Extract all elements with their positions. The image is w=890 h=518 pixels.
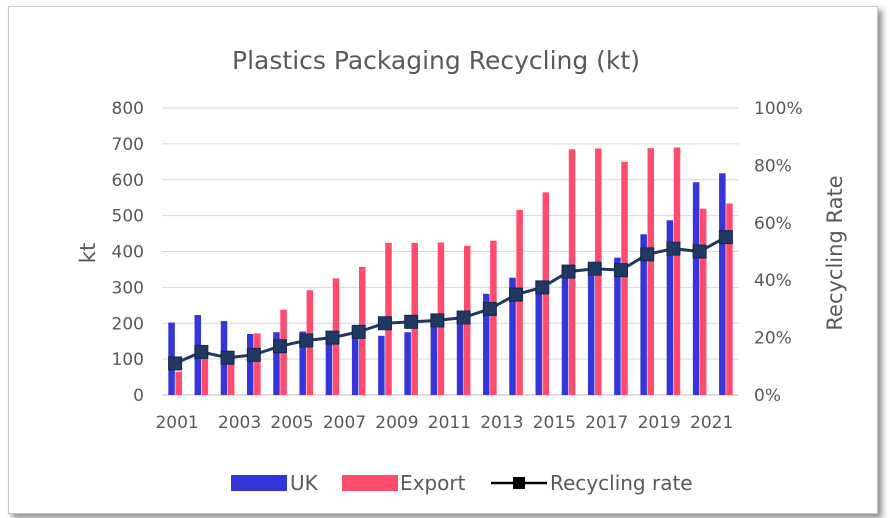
x-tick-label: 2013 [480, 413, 523, 433]
export-bar [227, 351, 235, 395]
recycling-rate-marker [168, 356, 183, 371]
recycling-rate-marker [613, 263, 628, 278]
uk-bar [246, 334, 254, 395]
y2-tick-label: 0% [754, 386, 781, 406]
uk-bar [587, 268, 595, 395]
uk-bar [614, 257, 621, 395]
recycling-rate-marker [194, 344, 209, 359]
export-bar [726, 203, 733, 395]
y-tick-label: 100 [112, 350, 144, 370]
uk-bar [404, 332, 411, 395]
recycling-rate-marker [535, 280, 550, 295]
export-bar [175, 371, 182, 395]
recycling-rate-marker [404, 314, 419, 329]
recycling-rate-marker [666, 241, 681, 256]
recycling-rate-line [168, 230, 733, 371]
uk-bar [456, 320, 464, 395]
export-bar [673, 147, 681, 395]
y2-axis-label: Recycling Rate [823, 175, 847, 330]
uk-bar [483, 293, 490, 395]
uk-bar [719, 173, 726, 395]
uk-bar [325, 333, 333, 395]
x-tick-label: 2005 [270, 413, 313, 433]
y-tick-label: 200 [112, 314, 144, 334]
recycling-rate-marker [482, 301, 497, 316]
recycling-rate-marker [561, 264, 576, 279]
uk-bar [430, 321, 438, 395]
x-tick-label: 2017 [585, 413, 628, 433]
recycling-rate-marker [220, 350, 235, 365]
legend-swatch-uk [231, 475, 287, 491]
uk-bar [351, 326, 359, 395]
y2-tick-label: 100% [754, 99, 803, 119]
legend-swatch-marker [513, 477, 525, 489]
legend-label-recycling-rate: Recycling rate [550, 471, 693, 495]
export-bar [516, 209, 523, 395]
x-axis-ticks: 2001 2003 2005 2007 2009 2011 2013 2015 2017 2019… [155, 413, 733, 433]
recycling-rate-marker [718, 230, 733, 245]
uk-bar [640, 234, 647, 395]
y-axis-ticks: 0 100 200 300 400 500 600 700 800 [112, 99, 144, 406]
export-bar [621, 161, 628, 395]
uk-bar [273, 332, 280, 395]
y2-tick-label: 60% [754, 214, 792, 234]
legend-label-export: Export [400, 471, 466, 495]
y-tick-label: 700 [112, 135, 144, 155]
recycling-rate-marker [640, 247, 655, 262]
x-tick-label: 2003 [218, 413, 261, 433]
x-tick-label: 2001 [155, 413, 198, 433]
export-bar [647, 148, 655, 395]
y-tick-label: 0 [133, 386, 144, 406]
x-tick-label: 2009 [375, 413, 418, 433]
uk-bar [299, 331, 306, 395]
y-tick-label: 800 [112, 99, 144, 119]
chart: Plastics Packaging Recycling (kt) 0 100 20… [76, 46, 847, 495]
y2-axis-ticks: 0% 20% 40% 60% 80% 100% [754, 99, 803, 406]
recycling-rate-marker [456, 310, 471, 325]
recycling-rate-marker [587, 261, 602, 276]
export-bar [699, 208, 707, 395]
export-bar [254, 333, 261, 395]
uk-bar [378, 335, 385, 395]
recycling-rate-marker [692, 244, 707, 259]
x-tick-label: 2007 [323, 413, 366, 433]
uk-bar [666, 220, 674, 395]
recycling-rate-polyline [174, 235, 727, 365]
recycling-rate-marker [273, 339, 288, 354]
y2-tick-label: 20% [754, 329, 792, 349]
uk-bar [535, 283, 542, 395]
export-bar [490, 240, 497, 395]
export-bar [201, 355, 209, 395]
recycling-rate-marker [377, 316, 392, 331]
x-tick-label: 2021 [690, 413, 733, 433]
recycling-rate-marker [299, 333, 314, 348]
y-tick-label: 400 [112, 243, 144, 263]
x-tick-label: 2011 [428, 413, 471, 433]
y-axis-label: kt [76, 243, 100, 263]
recycling-rate-marker [351, 324, 366, 339]
recycling-rate-marker [509, 287, 524, 302]
legend: UK Export Recycling rate [231, 471, 693, 495]
recycling-rate-marker [430, 313, 445, 328]
y-tick-label: 500 [112, 207, 144, 227]
y-tick-label: 600 [112, 171, 144, 191]
uk-bar [561, 269, 569, 395]
y2-tick-label: 40% [754, 271, 792, 291]
chart-frame: Plastics Packaging Recycling (kt) 0 100 20… [8, 6, 878, 514]
legend-label-uk: UK [290, 471, 319, 495]
legend-swatch-export [342, 475, 398, 491]
x-tick-label: 2019 [638, 413, 681, 433]
uk-bar [692, 182, 700, 395]
recycling-rate-marker [246, 347, 261, 362]
chart-title: Plastics Packaging Recycling (kt) [232, 46, 640, 75]
y-tick-label: 300 [112, 278, 144, 298]
uk-bar [509, 277, 516, 395]
recycling-rate-marker [325, 330, 340, 345]
x-tick-label: 2015 [533, 413, 576, 433]
y2-tick-label: 80% [754, 156, 792, 176]
